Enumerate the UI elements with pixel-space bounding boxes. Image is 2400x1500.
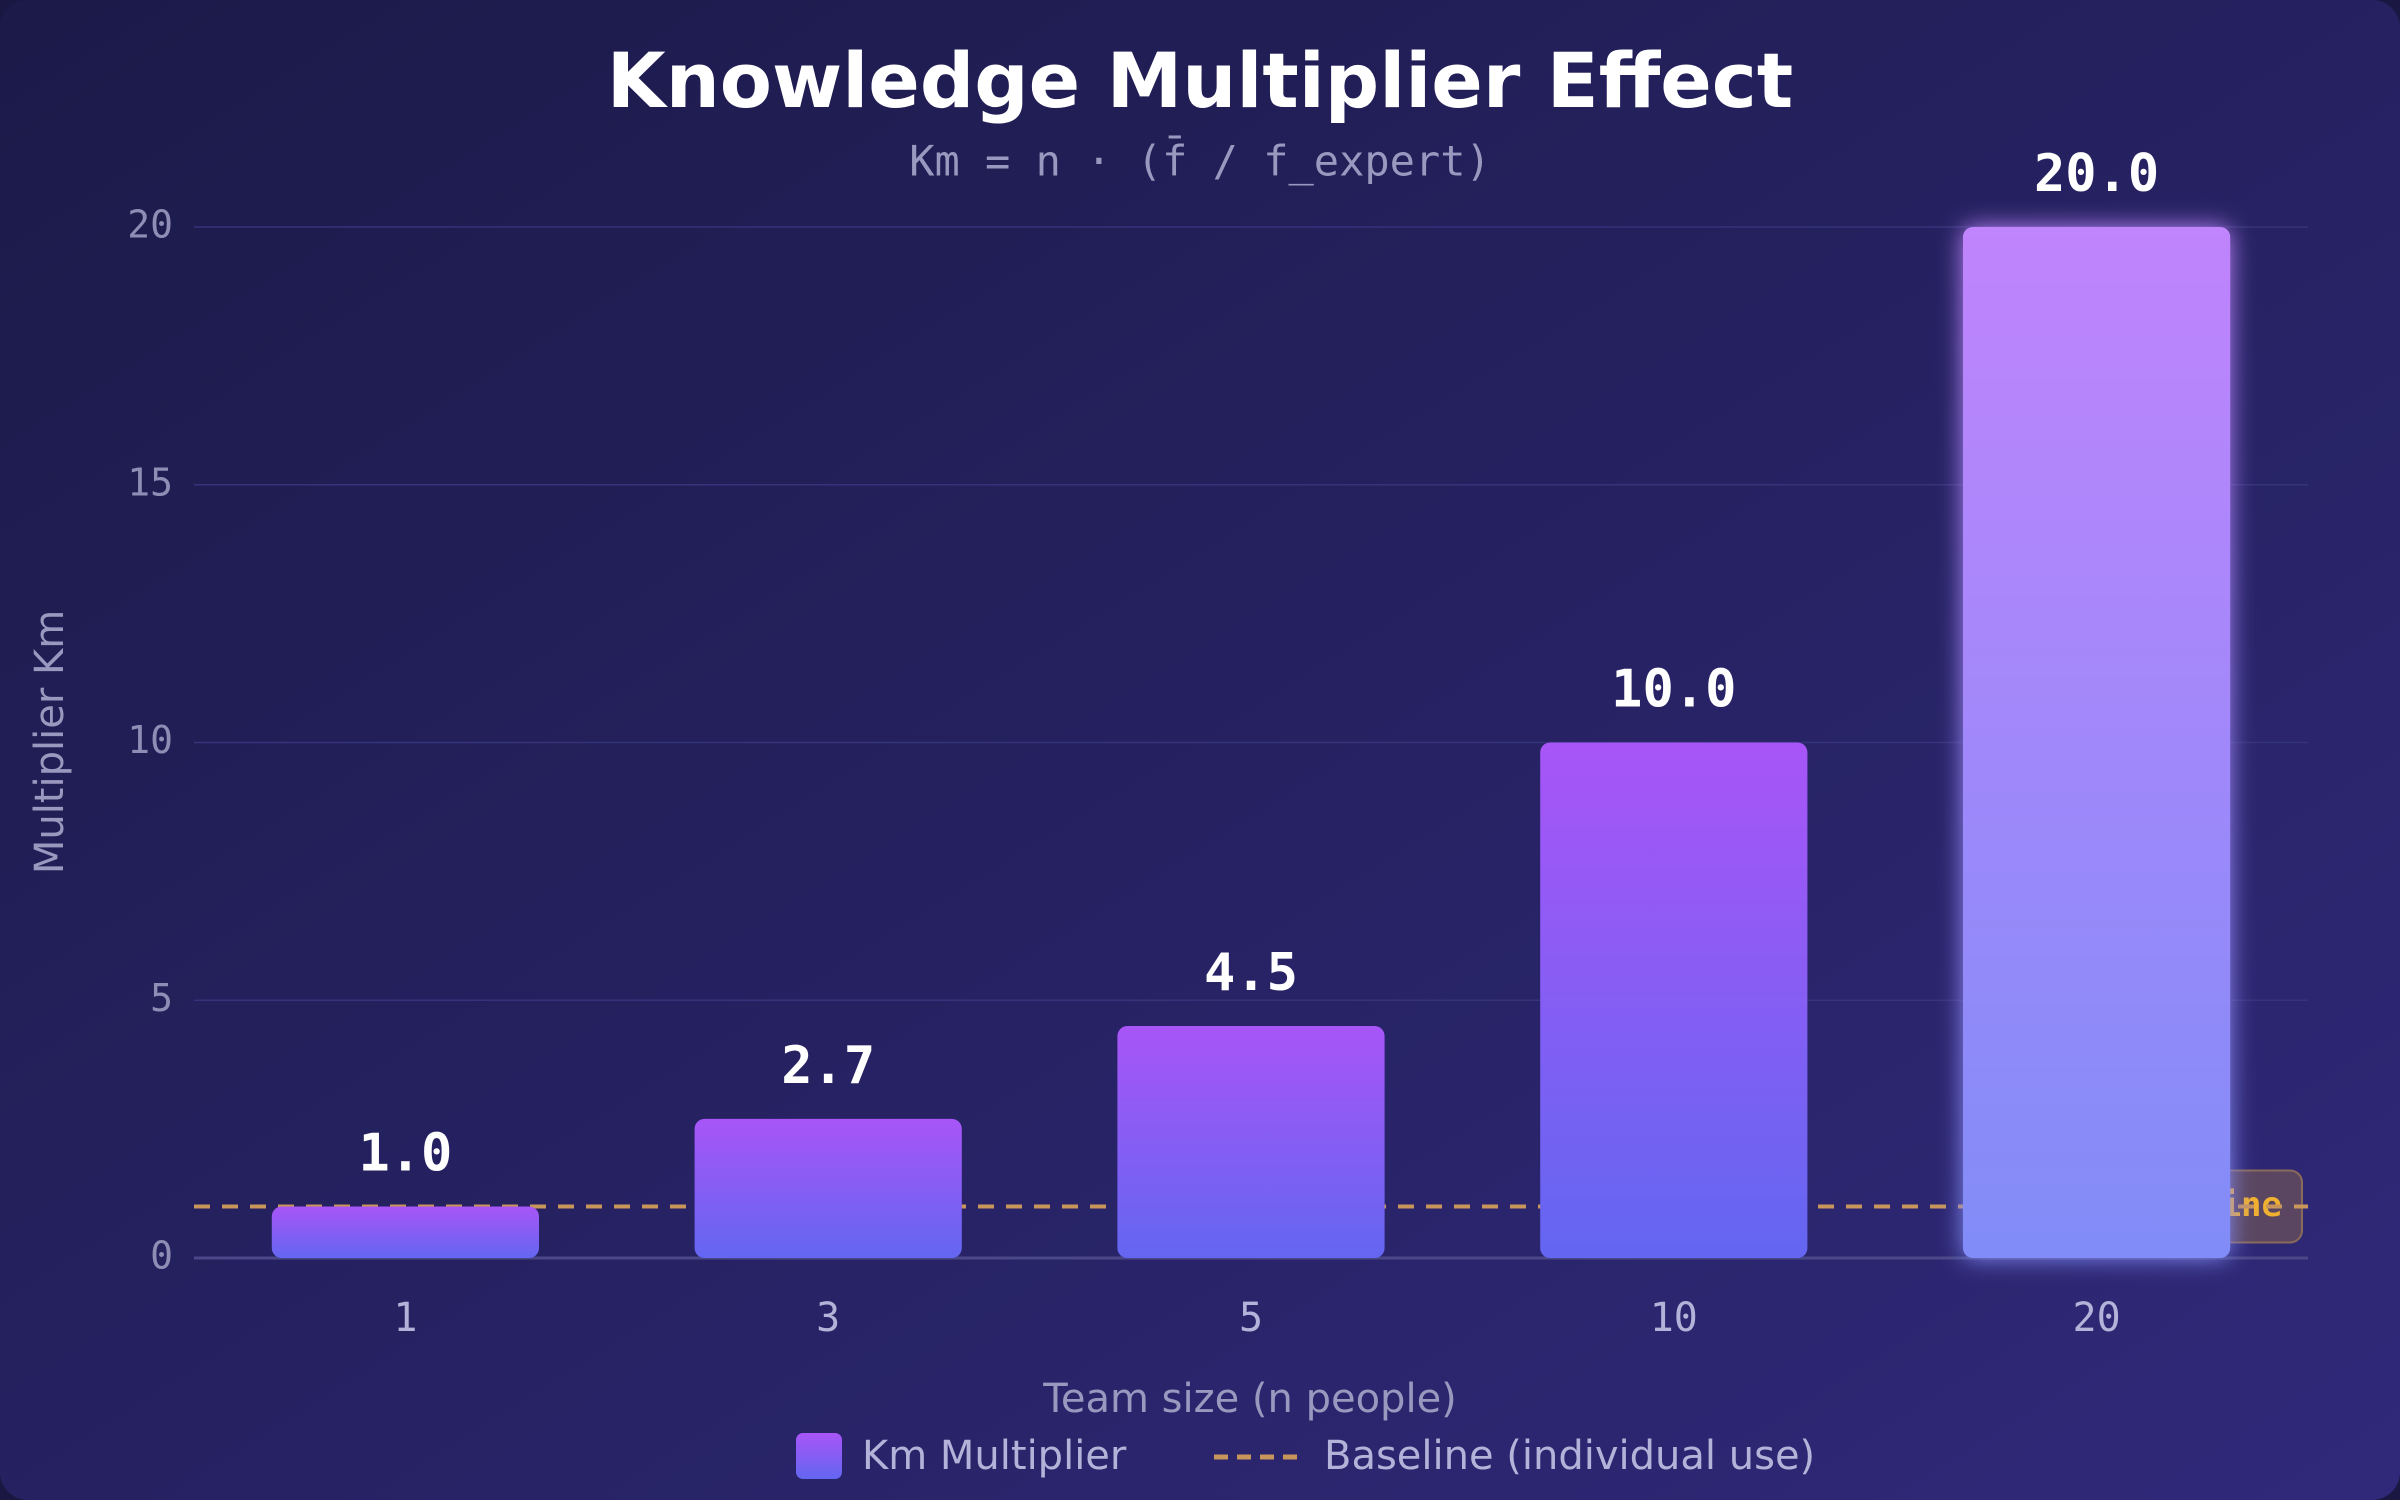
grid: 0 5 10 15 20 — [127, 203, 2308, 1278]
bar — [694, 1118, 962, 1258]
bar — [1117, 1026, 1385, 1258]
y-axis-label: Multiplier Km — [27, 610, 73, 874]
chart-subtitle: Km = n · (f̄ / f_expert) — [909, 134, 1491, 186]
x-tick-label: 1 — [393, 1295, 417, 1341]
bar — [1540, 742, 1808, 1258]
y-tick-label: 0 — [150, 1234, 173, 1278]
value-label: 4.5 — [1204, 943, 1298, 1003]
x-tick-label: 5 — [1239, 1295, 1263, 1341]
value-label: 20.0 — [2034, 144, 2159, 204]
bar — [271, 1206, 540, 1258]
chart-title: Knowledge Multiplier Effect — [607, 36, 1793, 125]
y-tick-label: 5 — [150, 976, 173, 1020]
legend-swatch — [796, 1433, 842, 1479]
y-tick-label: 10 — [127, 718, 173, 762]
y-tick-label: 15 — [127, 460, 173, 504]
x-tick-label: 3 — [816, 1295, 840, 1341]
x-axis-label: Team size (n people) — [1042, 1376, 1457, 1422]
value-label: 2.7 — [781, 1036, 875, 1096]
bar — [1962, 227, 2231, 1258]
x-tick-label: 20 — [2073, 1295, 2121, 1341]
x-tick-label: 10 — [1650, 1295, 1698, 1341]
legend: Km Multiplier Baseline (individual use) — [796, 1433, 1815, 1479]
bars: 1 1.0 3 2.7 5 4.5 10 10.0 20 20.0 — [271, 144, 2231, 1341]
legend-label: Km Multiplier — [862, 1433, 1127, 1479]
value-label: 1.0 — [358, 1123, 452, 1183]
legend-label: Baseline (individual use) — [1324, 1433, 1815, 1479]
value-label: 10.0 — [1611, 660, 1736, 720]
y-tick-label: 20 — [127, 203, 173, 247]
